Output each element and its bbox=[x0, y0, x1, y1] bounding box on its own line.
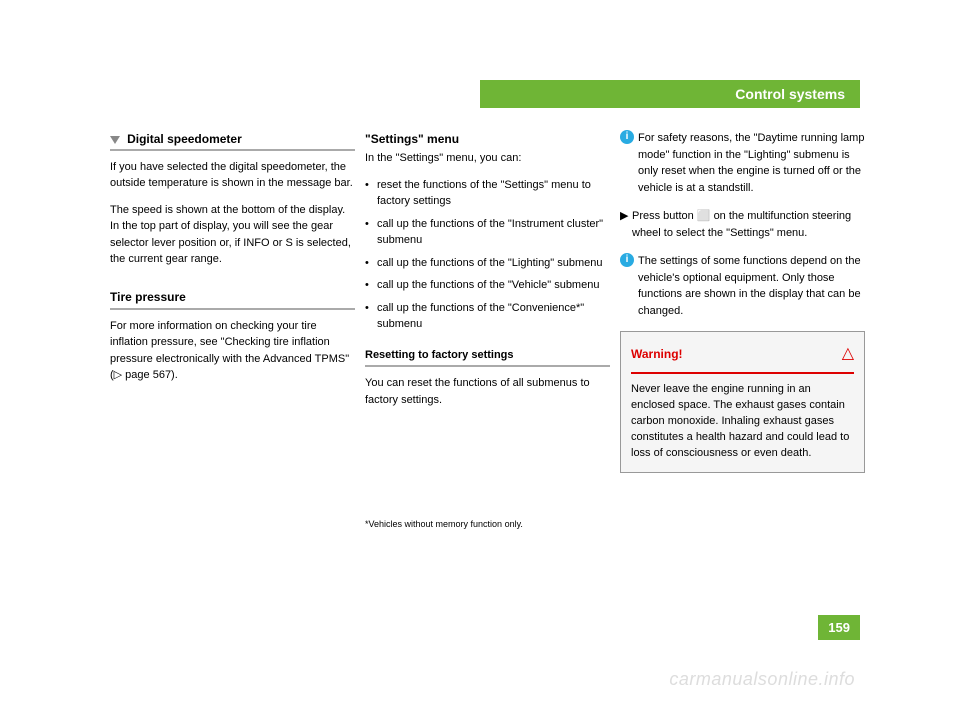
column-2: "Settings" menu In the "Settings" menu, … bbox=[365, 130, 610, 532]
info-text: For safety reasons, the "Daytime running… bbox=[638, 130, 865, 196]
section-header-title: Control systems bbox=[735, 86, 845, 102]
paragraph: If you have selected the digital speedom… bbox=[110, 159, 355, 192]
paragraph: You can reset the functions of all subme… bbox=[365, 375, 610, 408]
instruction-step: ▶ Press button ⬜ on the multifunction st… bbox=[620, 208, 865, 241]
divider bbox=[110, 308, 355, 310]
paragraph: The speed is shown at the bottom of the … bbox=[110, 202, 355, 268]
warning-title: Warning! bbox=[631, 345, 683, 363]
info-icon: i bbox=[620, 253, 634, 267]
triangle-icon bbox=[110, 136, 120, 144]
footnote: *Vehicles without memory function only. bbox=[365, 518, 610, 532]
info-note: i The settings of some functions depend … bbox=[620, 253, 865, 319]
section-header: Control systems bbox=[480, 80, 860, 108]
list-item-text: call up the functions of the "Instrument… bbox=[377, 216, 610, 249]
paragraph: In the "Settings" menu, you can: bbox=[365, 150, 610, 167]
warning-triangle-icon: △ bbox=[842, 342, 854, 366]
warning-box: Warning! △ Never leave the engine runnin… bbox=[620, 331, 865, 473]
info-text: The settings of some functions depend on… bbox=[638, 253, 865, 319]
manual-page: Control systems Digital speedometer If y… bbox=[0, 0, 960, 720]
page-number: 159 bbox=[818, 615, 860, 640]
info-icon: i bbox=[620, 130, 634, 144]
sub-section-title: Resetting to factory settings bbox=[365, 347, 610, 364]
warning-header: Warning! △ bbox=[631, 342, 854, 374]
list-item: •call up the functions of the "Vehicle" … bbox=[365, 277, 610, 294]
step-text: Press button ⬜ on the multifunction stee… bbox=[632, 208, 865, 241]
section-heading: Digital speedometer bbox=[110, 130, 355, 149]
column-3: i For safety reasons, the "Daytime runni… bbox=[620, 130, 865, 473]
section-title-text: Digital speedometer bbox=[127, 132, 242, 146]
digital-speedometer-section: Digital speedometer If you have selected… bbox=[110, 130, 355, 268]
paragraph: For more information on checking your ti… bbox=[110, 318, 355, 384]
divider bbox=[365, 365, 610, 367]
watermark: carmanualsonline.info bbox=[669, 669, 855, 690]
list-item-text: reset the functions of the "Settings" me… bbox=[377, 177, 610, 210]
divider bbox=[110, 149, 355, 151]
settings-menu-section: "Settings" menu In the "Settings" menu, … bbox=[365, 130, 610, 333]
list-item-text: call up the functions of the "Lighting" … bbox=[377, 255, 610, 272]
list-item: •call up the functions of the "Instrumen… bbox=[365, 216, 610, 249]
list-item: •reset the functions of the "Settings" m… bbox=[365, 177, 610, 210]
section-title-text: "Settings" menu bbox=[365, 130, 610, 148]
section-title-text: Tire pressure bbox=[110, 288, 355, 306]
list-item-text: call up the functions of the "Convenienc… bbox=[377, 300, 610, 333]
column-1: Digital speedometer If you have selected… bbox=[110, 130, 355, 394]
settings-list: •reset the functions of the "Settings" m… bbox=[365, 177, 610, 333]
step-marker-icon: ▶ bbox=[620, 208, 632, 241]
list-item: •call up the functions of the "Lighting"… bbox=[365, 255, 610, 272]
tire-pressure-section: Tire pressure For more information on ch… bbox=[110, 288, 355, 384]
warning-text: Never leave the engine running in an enc… bbox=[631, 382, 854, 462]
info-note: i For safety reasons, the "Daytime runni… bbox=[620, 130, 865, 196]
list-item: •call up the functions of the "Convenien… bbox=[365, 300, 610, 333]
reset-section: Resetting to factory settings You can re… bbox=[365, 347, 610, 409]
list-item-text: call up the functions of the "Vehicle" s… bbox=[377, 277, 610, 294]
